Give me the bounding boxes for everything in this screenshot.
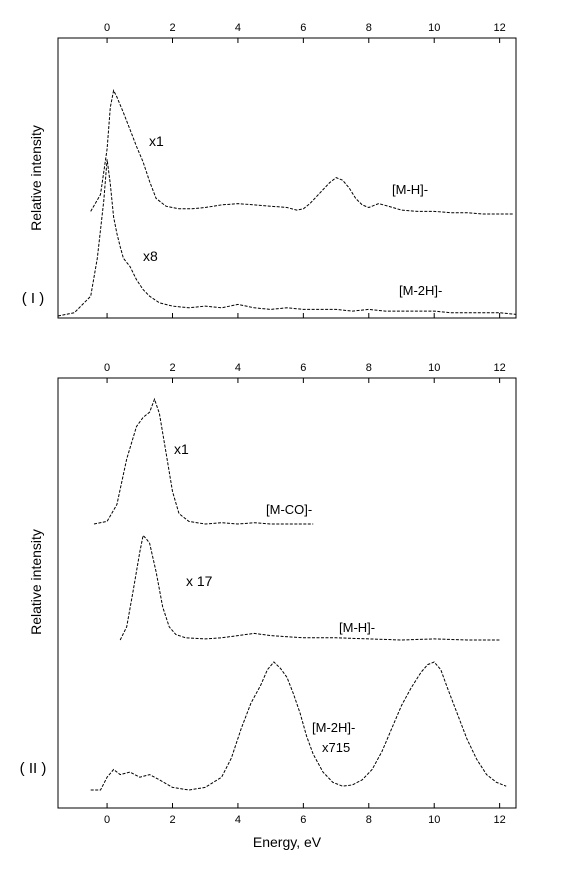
scale-label-series-2: x8: [143, 248, 158, 264]
series-label-series-1: [M-CO]-: [266, 502, 312, 517]
scale-label-series-1: x1: [174, 441, 189, 457]
x-tick-label: 4: [235, 814, 241, 826]
x-tick-label: 10: [428, 22, 440, 34]
panel-label: ( II ): [20, 760, 47, 777]
series-line-2: [57, 159, 517, 317]
x-tick-label: 2: [169, 22, 175, 34]
x-tick-label: 4: [235, 22, 241, 34]
x-axis-label: Energy, eV: [253, 834, 322, 850]
chart-panel-ii: Relative intensity ( II ) Energy, eV 0 0 2…: [20, 362, 517, 850]
x-tick-label: 12: [494, 362, 506, 374]
series-layer: [57, 88, 517, 317]
x-tick-label: 8: [366, 814, 372, 826]
y-axis-label: Relative intensity: [28, 529, 44, 635]
x-tick-label: 12: [494, 22, 506, 34]
x-tick-label: 2: [169, 814, 175, 826]
series-line-1: [93, 397, 314, 525]
x-tick-label: 8: [366, 362, 372, 374]
series-label-series-2: [M-H]-: [339, 620, 375, 635]
tick-group: 0 2 4 6 8 10 12: [104, 22, 506, 318]
x-tick-label: 6: [300, 814, 306, 826]
x-tick-label: 8: [366, 22, 372, 34]
series-label-series-2: [M-2H]-: [399, 283, 442, 298]
series-line-2: [119, 534, 500, 641]
panel-label: ( I ): [22, 290, 45, 307]
tick-group: 0 0 2 2 4 4 6 6 8 8 10 10 12 12: [104, 362, 506, 826]
x-tick-label: 6: [300, 22, 306, 34]
x-tick-label: 4: [235, 362, 241, 374]
series-label-series-3: [M-2H]-: [312, 720, 355, 735]
scale-label-series-1: x1: [149, 133, 164, 149]
series-label-series-1: [M-H]-: [392, 182, 428, 197]
series-line-3: [90, 661, 507, 791]
plot-frame: [57, 37, 517, 319]
x-tick-label: 0: [104, 814, 110, 826]
y-axis-label: Relative intensity: [28, 125, 44, 231]
series-line-1: [90, 88, 513, 215]
x-tick-label: 12: [494, 814, 506, 826]
scale-label-series-2: x 17: [186, 573, 213, 589]
x-tick-label: 0: [104, 362, 110, 374]
scale-label-series-3: x715: [322, 740, 350, 755]
chart-panel-i: Relative intensity ( I ) 0 2 4 6 8 10 12 x1 [M…: [22, 22, 517, 319]
x-tick-label: 6: [300, 362, 306, 374]
x-tick-label: 10: [428, 362, 440, 374]
series-layer: [90, 397, 507, 791]
x-tick-label: 10: [428, 814, 440, 826]
x-tick-label: 0: [104, 22, 110, 34]
x-tick-label: 2: [169, 362, 175, 374]
plot-frame: [57, 377, 517, 809]
